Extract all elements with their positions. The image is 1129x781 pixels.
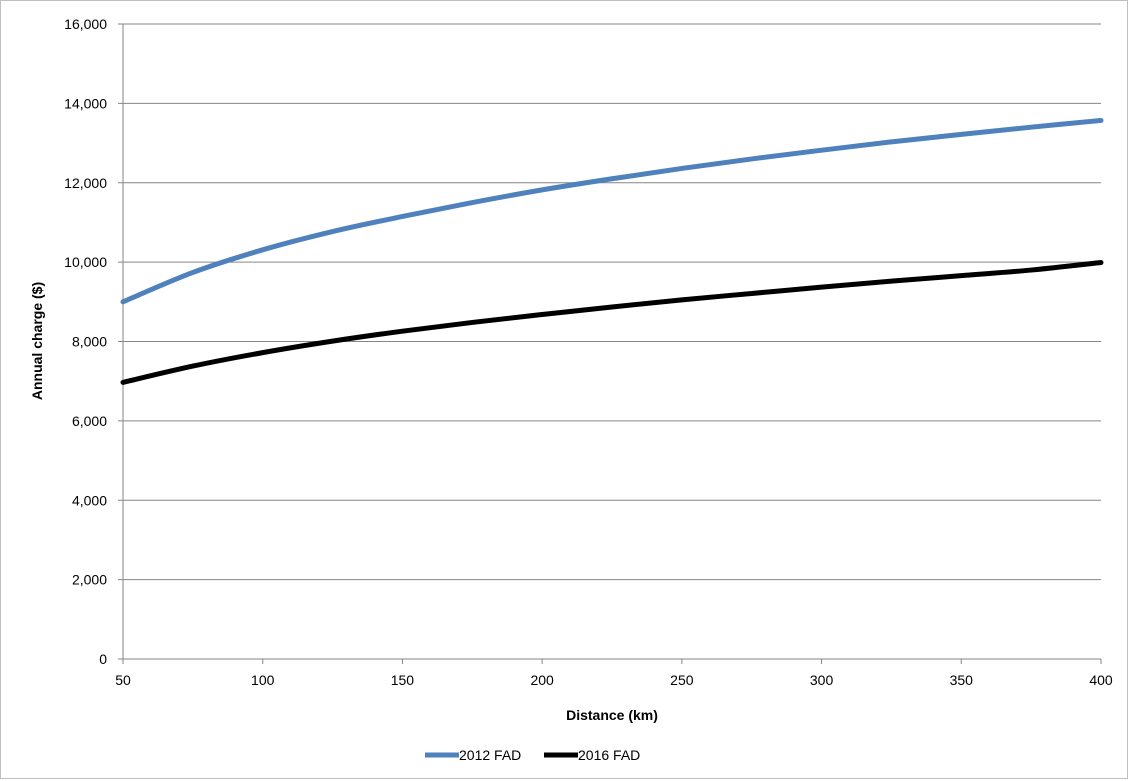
x-tick-label: 400 [1089,672,1113,688]
y-tick-label: 6,000 [72,413,107,429]
y-tick-label: 14,000 [64,95,107,111]
tick-labels: 0 2,000 4,000 6,000 8,000 10,000 12,000 14,000 1… [64,16,1113,688]
x-tick-label: 100 [251,672,275,688]
x-tick-label: 250 [670,672,694,688]
x-tick-label: 300 [810,672,834,688]
x-tick-label: 150 [391,672,415,688]
axes [118,23,1102,664]
y-tick-label: 10,000 [64,254,107,270]
x-axis-title: Distance (km) [566,707,658,723]
y-axis-title: Annual charge ($) [29,282,45,400]
gridlines [123,23,1101,581]
x-tick-label: 350 [950,672,974,688]
y-tick-label: 12,000 [64,175,107,191]
y-tick-label: 2,000 [72,572,107,588]
x-tick-label: 50 [115,672,131,688]
legend-label-2016-fad: 2016 FAD [578,747,640,763]
series-line-2012-fad [120,117,1104,305]
series-lines [120,117,1104,385]
y-tick-label: 16,000 [64,16,107,32]
y-tick-label: 8,000 [72,334,107,350]
x-tick-label: 200 [530,672,554,688]
legend-label-2012-fad: 2012 FAD [459,747,521,763]
series-line-2016-fad [120,260,1104,385]
legend: 2012 FAD 2016 FAD [425,747,640,763]
y-tick-label: 0 [99,651,107,667]
y-tick-label: 4,000 [72,492,107,508]
